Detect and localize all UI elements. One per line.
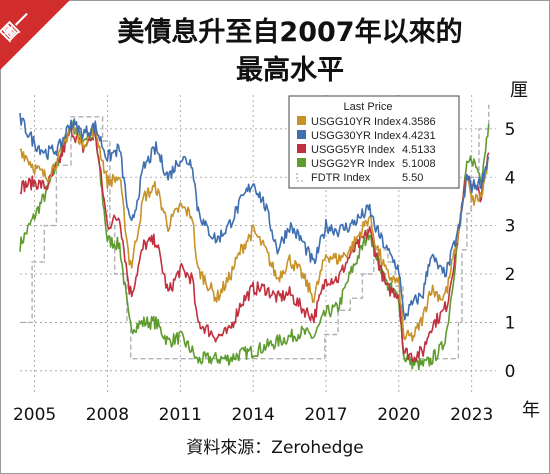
x-tick-label: 2023 bbox=[450, 405, 493, 425]
y-tick-label: 1 bbox=[505, 313, 516, 333]
series-line-fdtr bbox=[20, 104, 490, 360]
y-tick-label: 2 bbox=[505, 265, 516, 285]
series-line-usgg10yr bbox=[19, 123, 489, 342]
x-tick-label: 2005 bbox=[13, 405, 56, 425]
legend-title: Last Price bbox=[344, 101, 393, 113]
y-tick-label: 4 bbox=[505, 168, 516, 188]
y-tick-label: 0 bbox=[505, 362, 516, 382]
x-tick-label: 2008 bbox=[86, 405, 129, 425]
y-tick-labels: 0 1 2 3 4 5 bbox=[505, 120, 516, 382]
x-tick-label: 2017 bbox=[304, 405, 347, 425]
legend: Last Price USGG10YR Index 4.3586USGG30YR … bbox=[288, 95, 460, 189]
x-tick-labels: 2005 2008 2011 2014 2017 2020 2023 bbox=[13, 405, 493, 425]
x-tick-label: 2011 bbox=[159, 405, 202, 425]
legend-swatch bbox=[297, 158, 306, 167]
source-note: 資料來源：Zerohedge bbox=[186, 438, 363, 458]
legend-series-name: USGG5YR Index bbox=[311, 144, 395, 156]
legend-last-price: 5.50 bbox=[402, 172, 423, 184]
chart-title-line-1: 美債息升至自2007年以來的 bbox=[117, 16, 462, 48]
y-tick-label: 3 bbox=[505, 217, 516, 237]
legend-swatch bbox=[297, 130, 306, 139]
x-tick-label: 2020 bbox=[377, 405, 420, 425]
series-line-usgg30yr bbox=[19, 112, 490, 321]
y-axis-unit: 厘 bbox=[510, 80, 528, 101]
legend-series-name: USGG10YR Index bbox=[311, 116, 401, 128]
x-axis-unit: 年 bbox=[522, 400, 540, 421]
legend-series-name: USGG30YR Index bbox=[311, 130, 401, 142]
figure-badge: 圖一 bbox=[0, 0, 70, 70]
legend-series-name: FDTR Index bbox=[311, 172, 371, 184]
legend-swatch bbox=[297, 116, 306, 125]
series-line-usgg5yr bbox=[19, 123, 490, 363]
legend-last-price: 4.4231 bbox=[402, 130, 436, 142]
legend-last-price: 4.5133 bbox=[402, 144, 436, 156]
y-tick-label: 5 bbox=[505, 120, 516, 140]
legend-last-price: 5.1008 bbox=[402, 158, 436, 170]
legend-swatch bbox=[296, 173, 305, 182]
legend-box bbox=[288, 95, 460, 189]
legend-last-price: 4.3586 bbox=[402, 116, 436, 128]
legend-swatch bbox=[297, 144, 306, 153]
series-layer bbox=[19, 104, 490, 371]
chart-title-line-2: 最高水平 bbox=[236, 54, 344, 86]
legend-series-name: USGG2YR Index bbox=[311, 158, 395, 170]
x-tick-label: 2014 bbox=[232, 405, 275, 425]
